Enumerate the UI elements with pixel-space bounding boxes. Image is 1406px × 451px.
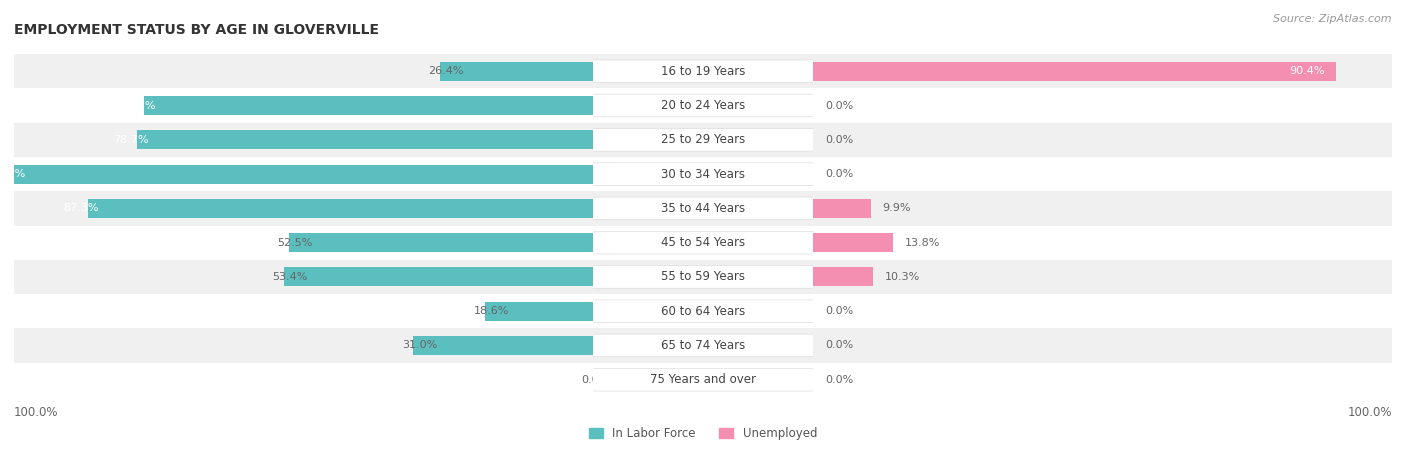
Bar xyxy=(813,123,1392,157)
Text: 31.0%: 31.0% xyxy=(402,341,437,350)
Text: 78.7%: 78.7% xyxy=(114,135,149,145)
Text: 0.0%: 0.0% xyxy=(581,375,609,385)
Text: 100.0%: 100.0% xyxy=(0,169,25,179)
Bar xyxy=(290,233,593,252)
Text: 9.9%: 9.9% xyxy=(882,203,911,213)
Bar xyxy=(14,165,593,184)
Bar xyxy=(593,363,813,397)
Text: 26.4%: 26.4% xyxy=(429,66,464,76)
Bar xyxy=(813,191,1392,226)
Bar xyxy=(813,226,1392,260)
Bar xyxy=(813,88,1392,123)
FancyBboxPatch shape xyxy=(586,60,820,83)
Bar xyxy=(138,130,593,149)
Text: 87.3%: 87.3% xyxy=(63,203,100,213)
Bar xyxy=(813,233,893,252)
Bar xyxy=(813,260,1392,294)
Text: 45 to 54 Years: 45 to 54 Years xyxy=(661,236,745,249)
Text: 16 to 19 Years: 16 to 19 Years xyxy=(661,65,745,78)
Bar xyxy=(813,199,870,218)
Text: 18.6%: 18.6% xyxy=(474,306,509,316)
Bar xyxy=(14,123,593,157)
Text: 0.0%: 0.0% xyxy=(825,341,853,350)
Text: 35 to 44 Years: 35 to 44 Years xyxy=(661,202,745,215)
Bar xyxy=(14,226,593,260)
FancyBboxPatch shape xyxy=(586,163,820,185)
FancyBboxPatch shape xyxy=(586,94,820,117)
Bar xyxy=(593,54,813,88)
Text: 100.0%: 100.0% xyxy=(1347,406,1392,419)
Bar xyxy=(593,157,813,191)
Text: 30 to 34 Years: 30 to 34 Years xyxy=(661,168,745,180)
Bar xyxy=(14,54,593,88)
Bar xyxy=(413,336,593,355)
Legend: In Labor Force, Unemployed: In Labor Force, Unemployed xyxy=(583,423,823,445)
Bar xyxy=(813,363,1392,397)
Bar xyxy=(87,199,593,218)
Bar xyxy=(593,226,813,260)
Bar xyxy=(813,294,1392,328)
Bar xyxy=(813,267,873,286)
Bar xyxy=(14,157,593,191)
FancyBboxPatch shape xyxy=(586,197,820,220)
FancyBboxPatch shape xyxy=(586,334,820,357)
FancyBboxPatch shape xyxy=(586,266,820,288)
Text: 0.0%: 0.0% xyxy=(825,169,853,179)
FancyBboxPatch shape xyxy=(586,231,820,254)
FancyBboxPatch shape xyxy=(586,368,820,391)
Text: 60 to 64 Years: 60 to 64 Years xyxy=(661,305,745,318)
Bar xyxy=(813,157,1392,191)
Text: 0.0%: 0.0% xyxy=(825,101,853,110)
Bar xyxy=(143,96,593,115)
Bar xyxy=(440,62,593,81)
Bar xyxy=(593,88,813,123)
Bar xyxy=(14,88,593,123)
Bar xyxy=(813,328,1392,363)
Text: 55 to 59 Years: 55 to 59 Years xyxy=(661,271,745,283)
Bar xyxy=(593,260,813,294)
Bar xyxy=(813,62,1336,81)
FancyBboxPatch shape xyxy=(586,300,820,322)
Bar xyxy=(593,294,813,328)
Bar xyxy=(14,191,593,226)
Text: 77.6%: 77.6% xyxy=(120,101,155,110)
Text: 20 to 24 Years: 20 to 24 Years xyxy=(661,99,745,112)
Bar xyxy=(485,302,593,321)
Text: 25 to 29 Years: 25 to 29 Years xyxy=(661,133,745,146)
Bar xyxy=(813,54,1392,88)
Text: 10.3%: 10.3% xyxy=(884,272,920,282)
Bar xyxy=(14,328,593,363)
Text: 0.0%: 0.0% xyxy=(825,306,853,316)
Bar xyxy=(593,123,813,157)
Text: Source: ZipAtlas.com: Source: ZipAtlas.com xyxy=(1274,14,1392,23)
FancyBboxPatch shape xyxy=(586,129,820,151)
Bar xyxy=(284,267,593,286)
Text: 90.4%: 90.4% xyxy=(1289,66,1324,76)
Text: 65 to 74 Years: 65 to 74 Years xyxy=(661,339,745,352)
Text: 13.8%: 13.8% xyxy=(904,238,941,248)
Text: EMPLOYMENT STATUS BY AGE IN GLOVERVILLE: EMPLOYMENT STATUS BY AGE IN GLOVERVILLE xyxy=(14,23,380,37)
Bar xyxy=(593,328,813,363)
Text: 100.0%: 100.0% xyxy=(14,406,59,419)
Bar xyxy=(14,363,593,397)
Bar xyxy=(14,294,593,328)
Text: 52.5%: 52.5% xyxy=(277,238,312,248)
Text: 53.4%: 53.4% xyxy=(273,272,308,282)
Text: 0.0%: 0.0% xyxy=(825,135,853,145)
Bar xyxy=(14,260,593,294)
Text: 0.0%: 0.0% xyxy=(825,375,853,385)
Bar xyxy=(593,191,813,226)
Text: 75 Years and over: 75 Years and over xyxy=(650,373,756,386)
